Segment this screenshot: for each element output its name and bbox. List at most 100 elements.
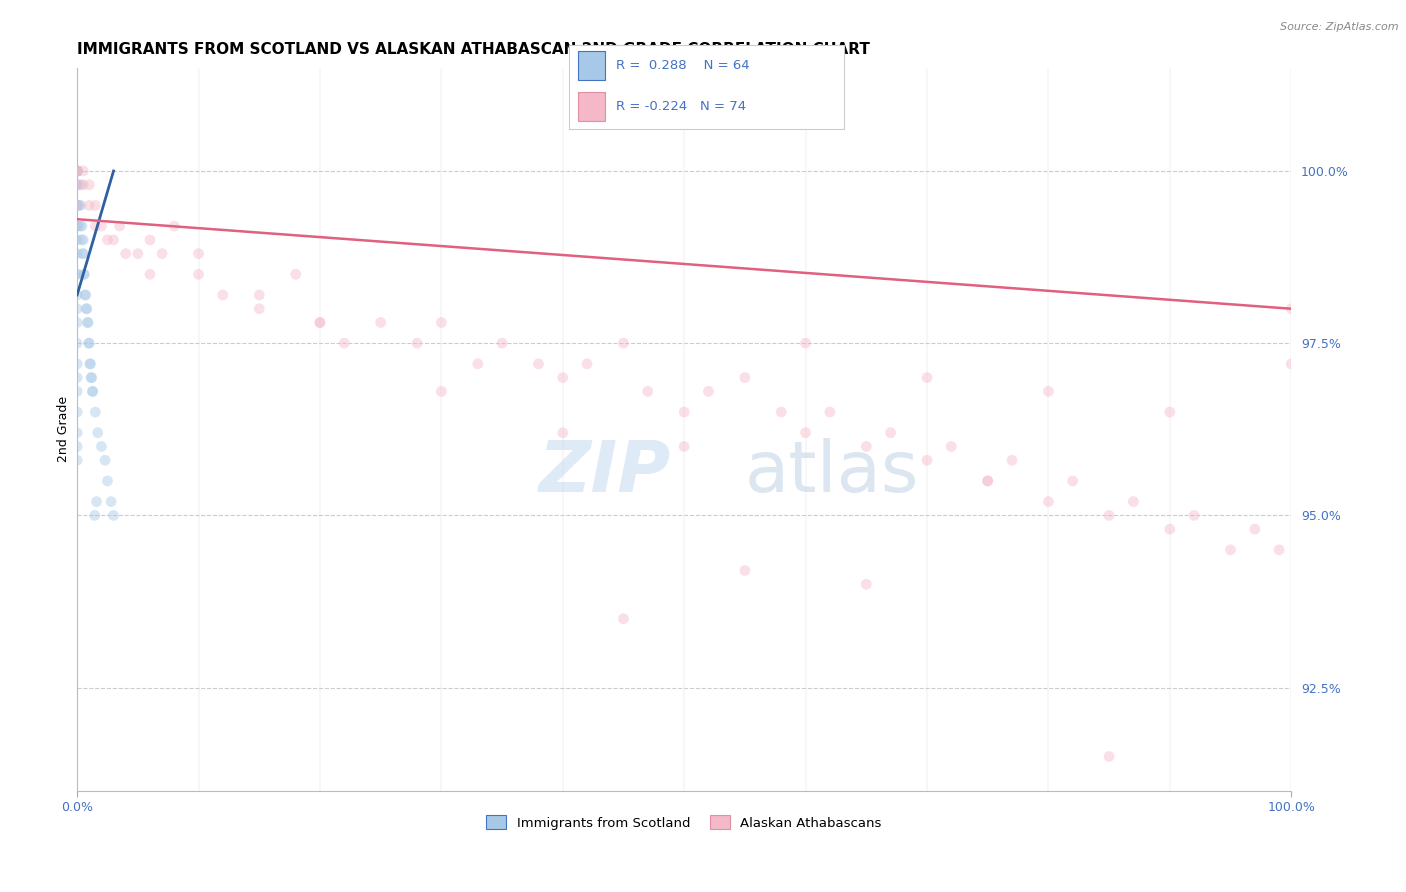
Point	[1001, 453, 1024, 467]
Point	[66, 164, 89, 178]
Point	[150, 246, 173, 260]
Point	[75, 301, 97, 316]
Point	[1159, 405, 1181, 419]
Point	[66, 164, 89, 178]
Point	[309, 316, 332, 330]
Point	[1279, 301, 1302, 316]
Point	[66, 178, 89, 192]
Point	[66, 405, 89, 419]
Point	[66, 164, 89, 178]
Point	[551, 370, 574, 384]
Point	[66, 357, 89, 371]
Point	[309, 316, 332, 330]
Point	[77, 336, 100, 351]
Point	[127, 246, 149, 260]
Text: atlas: atlas	[745, 438, 920, 508]
Point	[1279, 357, 1302, 371]
Point	[915, 453, 938, 467]
Point	[72, 246, 94, 260]
Point	[73, 288, 96, 302]
Point	[66, 164, 89, 178]
Bar	[578, 92, 605, 120]
Point	[430, 316, 453, 330]
Point	[76, 316, 98, 330]
Point	[66, 164, 89, 178]
Point	[66, 178, 89, 192]
Point	[430, 384, 453, 399]
Point	[108, 219, 131, 233]
Point	[879, 425, 901, 440]
Point	[697, 384, 720, 399]
Point	[70, 233, 93, 247]
Point	[66, 198, 89, 212]
Point	[855, 440, 877, 454]
Point	[187, 268, 209, 282]
Point	[66, 440, 89, 454]
Point	[103, 233, 125, 247]
Point	[673, 405, 696, 419]
Point	[84, 219, 107, 233]
Point	[66, 336, 89, 351]
Point	[100, 494, 122, 508]
Point	[66, 246, 89, 260]
Point	[247, 301, 270, 316]
Point	[66, 453, 89, 467]
Point	[612, 612, 634, 626]
Point	[72, 246, 94, 260]
Point	[79, 357, 101, 371]
Point	[794, 425, 817, 440]
Point	[1182, 508, 1205, 523]
Point	[66, 370, 89, 384]
Point	[80, 370, 103, 384]
Point	[114, 246, 136, 260]
Point	[83, 508, 105, 523]
Point	[82, 384, 104, 399]
Y-axis label: 2nd Grade: 2nd Grade	[58, 396, 70, 462]
Point	[66, 198, 89, 212]
Point	[855, 577, 877, 591]
Point	[72, 164, 94, 178]
Point	[73, 268, 96, 282]
Point	[1098, 508, 1121, 523]
Point	[90, 219, 112, 233]
Point	[1268, 542, 1291, 557]
Point	[1098, 749, 1121, 764]
Point	[77, 178, 100, 192]
Point	[77, 336, 100, 351]
Point	[66, 164, 89, 178]
Point	[66, 178, 89, 192]
Point	[70, 219, 93, 233]
Point	[94, 453, 117, 467]
Point	[66, 384, 89, 399]
Point	[139, 268, 162, 282]
Point	[527, 357, 550, 371]
Point	[794, 336, 817, 351]
Point	[96, 233, 118, 247]
Point	[72, 233, 94, 247]
Point	[551, 425, 574, 440]
Point	[66, 198, 89, 212]
Point	[84, 405, 107, 419]
Point	[66, 164, 89, 178]
Point	[79, 357, 101, 371]
Point	[491, 336, 513, 351]
Point	[187, 246, 209, 260]
Point	[84, 198, 107, 212]
Point	[734, 564, 756, 578]
Point	[66, 268, 89, 282]
Point	[66, 288, 89, 302]
Point	[333, 336, 356, 351]
Point	[66, 164, 89, 178]
Point	[247, 288, 270, 302]
Point	[976, 474, 998, 488]
Point	[211, 288, 233, 302]
Point	[82, 384, 104, 399]
Point	[66, 164, 89, 178]
Text: R = -0.224   N = 74: R = -0.224 N = 74	[616, 100, 747, 113]
Point	[69, 219, 91, 233]
Point	[163, 219, 186, 233]
Point	[77, 198, 100, 212]
Point	[66, 164, 89, 178]
Point	[1219, 542, 1241, 557]
Point	[96, 474, 118, 488]
